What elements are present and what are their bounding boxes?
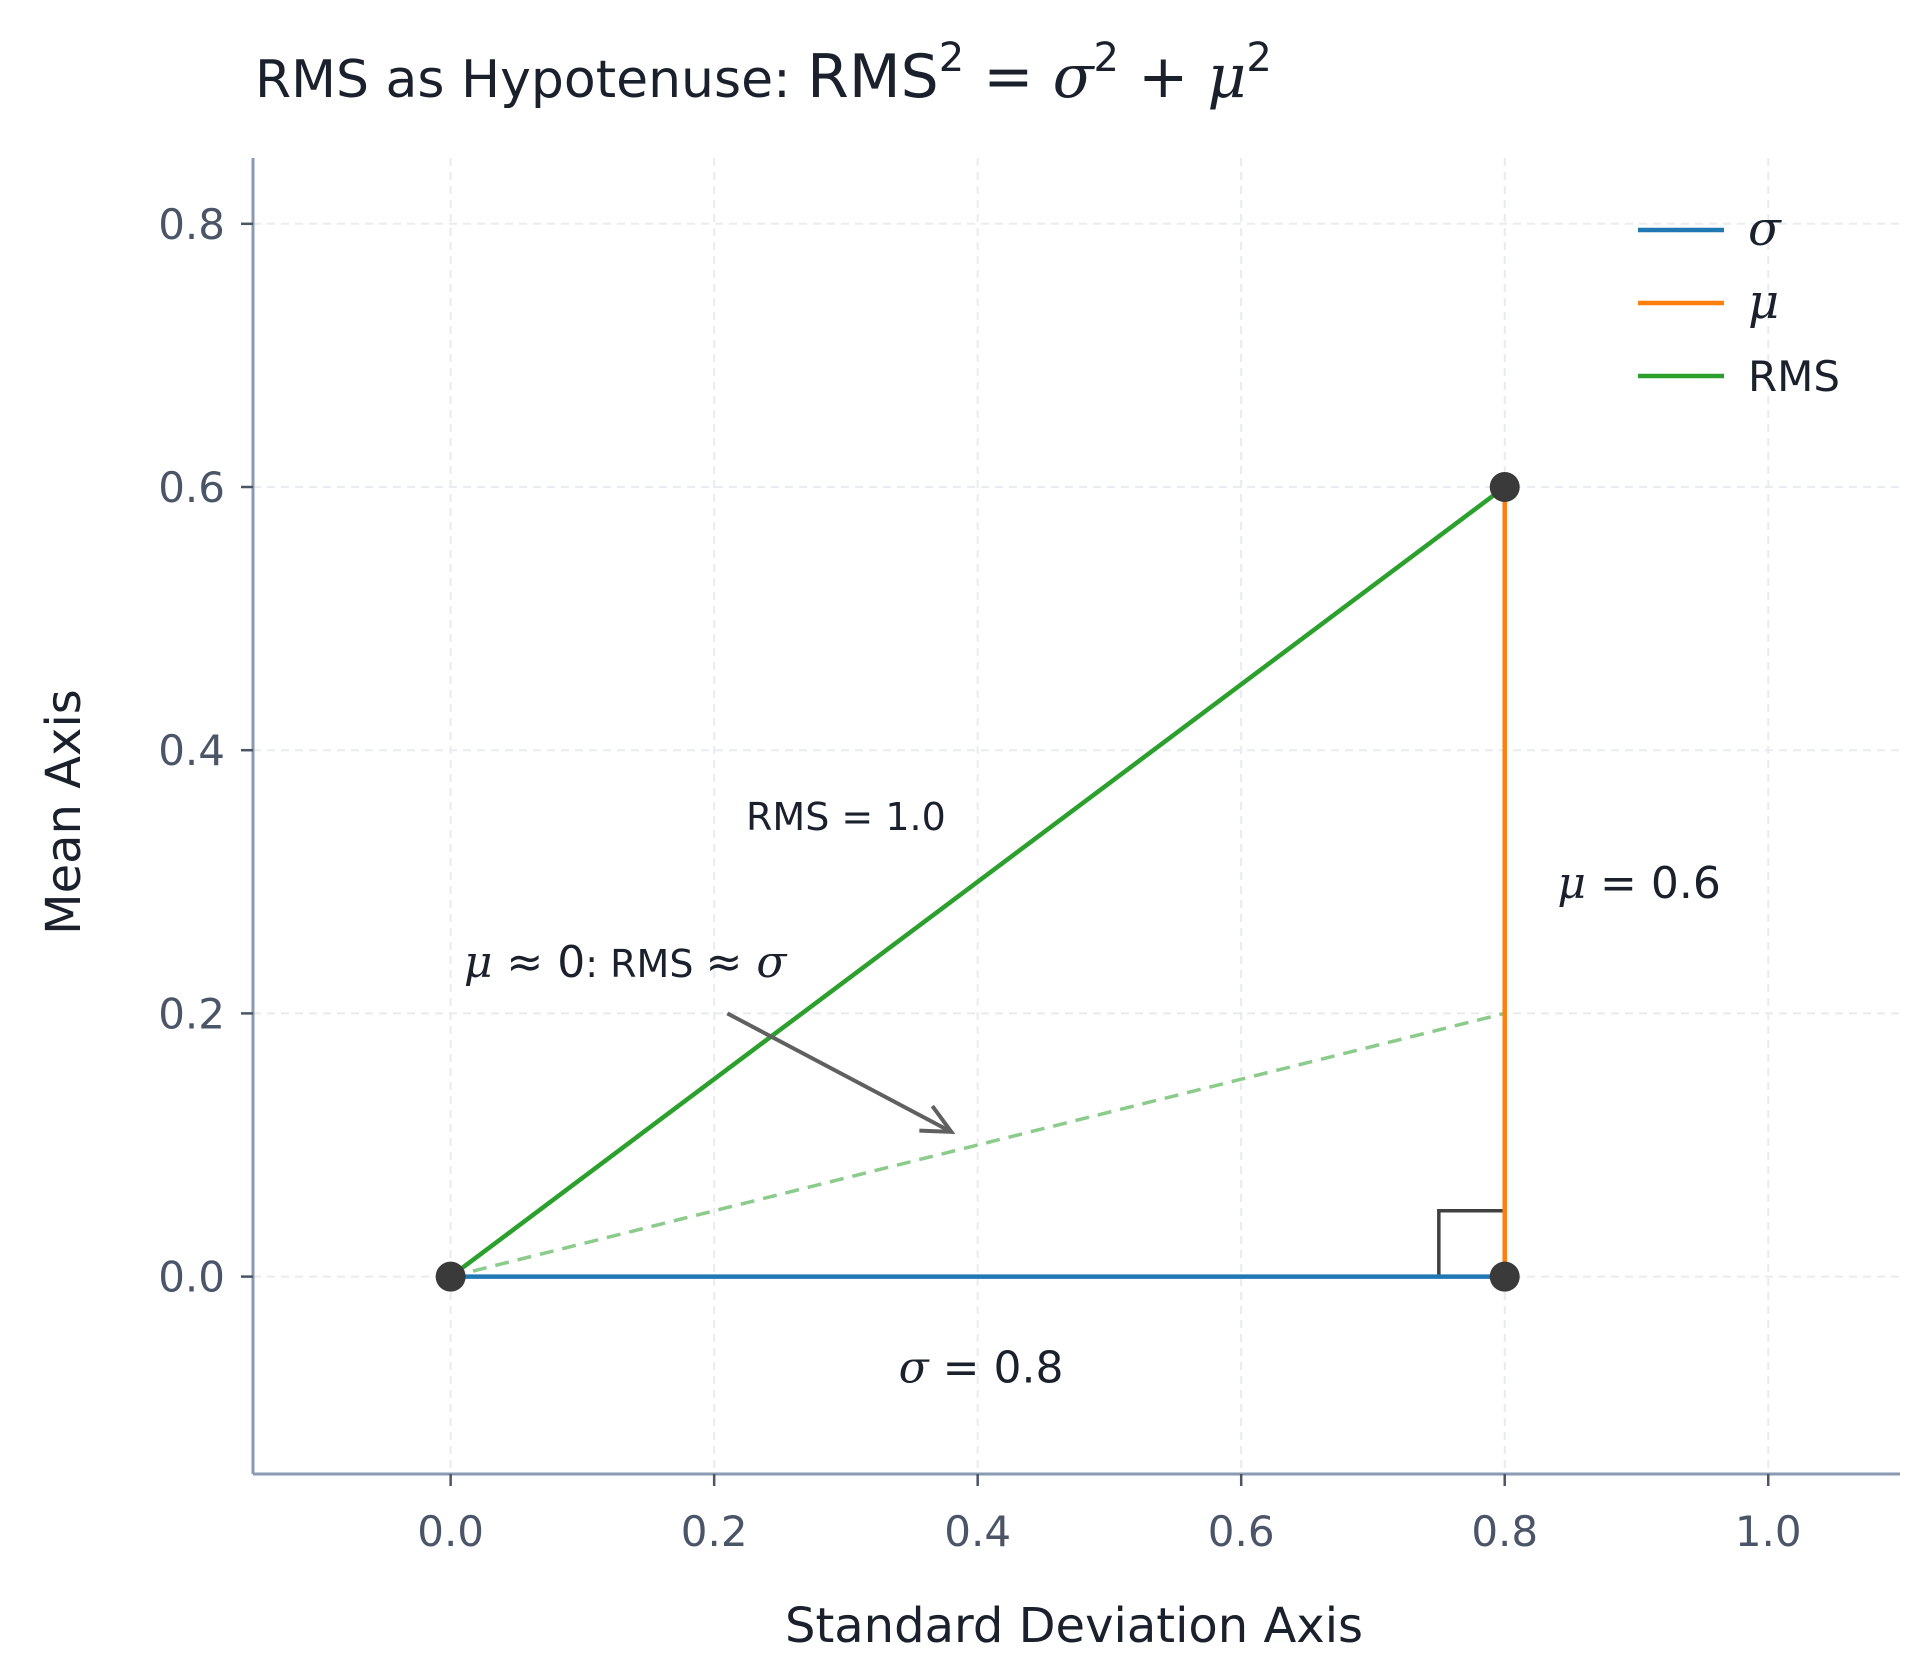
mu-value-symbol: μ [1557,858,1586,909]
mu-value-text: = 0.6 [1586,858,1721,909]
legend: σμ RMS [1638,201,1840,401]
x-axis-title: Standard Deviation Axis [785,1598,1363,1654]
sigma-value-label: σ = 0.8 [899,1343,1064,1394]
legend-label-1: μ [1748,274,1779,330]
legend-label-2: RMS [1748,352,1840,401]
y-tick-label-1: 0.2 [158,989,225,1038]
y-tick-label-2: 0.4 [158,726,225,775]
limit-note-sigma: σ [756,937,788,988]
y-tick-label-3: 0.6 [158,463,225,512]
title-formula-sigma: σ [1053,42,1096,112]
x-tick-label-0: 0.0 [417,1507,484,1556]
limit-note-approx: ≈ [706,937,757,988]
sigma-value-text: = 0.8 [929,1343,1064,1394]
rms-value-label: RMS = 1.0 [746,795,946,839]
limit-note-rms: : RMS [585,942,705,986]
limit-note-approx-zero: ≈ 0 [492,937,585,988]
right-angle-marker [1437,1209,1505,1277]
title-formula-rms-exp: 2 [939,35,964,81]
annotation-arrow-head [919,1104,956,1134]
sigma-value-symbol: σ [899,1343,931,1394]
title-formula-mu-exp: 2 [1246,35,1271,81]
vertex-point-2 [1489,472,1520,502]
annotation-arrow-shaft [726,1011,953,1134]
y-axis-title: Mean Axis [36,689,92,935]
mu-value-label: μ = 0.6 [1557,858,1720,909]
vertex-point-1 [1489,1261,1520,1292]
limit-note-mu: μ [464,937,493,988]
x-tick-label-1: 0.2 [681,1507,748,1556]
vertex-point-0 [435,1261,466,1292]
title-formula-sigma-exp: 2 [1094,35,1119,81]
chart-title: RMS as Hypotenuse: RMS2 = σ2 + μ2 [255,35,1272,112]
x-tick-label-3: 0.6 [1208,1507,1275,1556]
rms-hypotenuse-line [448,484,1507,1279]
title-formula-plus: + [1119,42,1207,112]
title-formula-mu: μ [1207,42,1246,112]
y-tick-label-4: 0.8 [158,200,225,249]
x-tick-label-4: 0.8 [1471,1507,1538,1556]
chart-title-prefix: RMS as Hypotenuse: [255,50,807,110]
limit-case-note: μ ≈ 0: RMS ≈ σ [464,937,789,988]
title-formula-eq: = [964,42,1052,112]
x-axis-ticks: 0.0 0.2 0.4 0.6 0.8 1.0 [417,1474,1802,1556]
legend-label-0: σ [1748,201,1782,257]
axes [251,158,1900,1476]
rms-reference-dashed-line [450,1011,1506,1279]
y-tick-label-0: 0.0 [158,1253,225,1302]
title-formula-rms: RMS [807,42,939,112]
y-axis-ticks: 0.0 0.2 0.4 0.6 0.8 [158,200,253,1302]
x-tick-label-5: 1.0 [1735,1507,1802,1556]
x-tick-label-2: 0.4 [944,1507,1011,1556]
annotations [726,1011,956,1134]
series [435,472,1520,1292]
